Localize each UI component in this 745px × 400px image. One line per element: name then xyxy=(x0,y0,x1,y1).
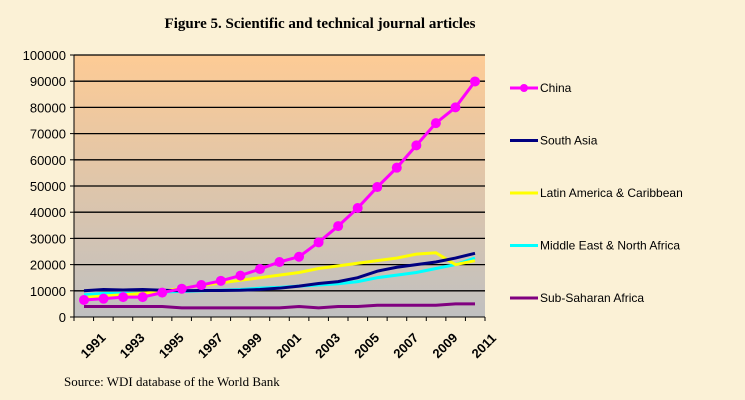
series-line-latin-america-caribbean xyxy=(83,251,476,299)
y-tick-label: 50000 xyxy=(30,179,66,194)
chart-title: Figure 5. Scientific and technical journ… xyxy=(164,16,476,32)
x-tick-label: 2007 xyxy=(390,330,421,361)
data-point xyxy=(294,251,305,262)
data-point xyxy=(215,275,226,286)
data-point xyxy=(118,292,129,303)
data-point xyxy=(235,270,246,281)
data-point xyxy=(137,292,148,303)
legend-label: China xyxy=(540,81,572,95)
y-tick-label: 10000 xyxy=(30,284,66,299)
legend-label: Sub-Saharan Africa xyxy=(540,291,644,305)
y-tick-label: 70000 xyxy=(30,127,66,142)
x-tick-label: 2003 xyxy=(312,330,343,361)
x-tick-label: 1999 xyxy=(234,330,265,361)
y-tick-label: 80000 xyxy=(30,100,66,115)
x-tick-label: 2005 xyxy=(351,330,382,361)
x-tick-label: 1993 xyxy=(117,330,148,361)
legend-label: Latin America & Caribbean xyxy=(540,186,683,200)
legend-marker xyxy=(520,84,528,92)
legend-label: Middle East & North Africa xyxy=(540,239,680,253)
y-tick-label: 20000 xyxy=(30,258,66,273)
y-tick-label: 60000 xyxy=(30,153,66,168)
data-point xyxy=(196,280,207,291)
data-point xyxy=(79,294,89,305)
data-point xyxy=(470,76,480,87)
x-tick-label: 2001 xyxy=(273,330,304,361)
data-point xyxy=(333,221,344,232)
x-tick-label: 2009 xyxy=(429,330,460,361)
y-tick-label: 90000 xyxy=(30,74,66,89)
data-point xyxy=(254,264,265,275)
y-tick-label: 100000 xyxy=(23,48,66,63)
x-tick-label: 2011 xyxy=(469,331,500,362)
data-point xyxy=(391,162,402,173)
y-tick-label: 0 xyxy=(59,310,66,325)
data-point xyxy=(274,256,285,267)
y-tick-label: 40000 xyxy=(30,205,66,220)
data-point xyxy=(157,287,168,298)
source-note: Source: WDI database of the World Bank xyxy=(64,374,280,389)
x-tick-label: 1995 xyxy=(156,330,187,361)
series-line-sub-saharan-africa xyxy=(84,302,475,310)
series-line-south-asia xyxy=(83,251,476,293)
x-tick-label: 1997 xyxy=(195,330,226,361)
data-point xyxy=(313,237,324,248)
x-tick-label: 1991 xyxy=(78,330,109,361)
legend-label: South Asia xyxy=(540,134,598,148)
data-point xyxy=(372,182,383,193)
data-point xyxy=(430,118,441,129)
data-point xyxy=(352,203,363,214)
data-point xyxy=(98,293,109,304)
data-point xyxy=(411,140,422,151)
data-point xyxy=(450,102,461,113)
data-point xyxy=(176,283,187,294)
y-tick-label: 30000 xyxy=(30,231,66,246)
